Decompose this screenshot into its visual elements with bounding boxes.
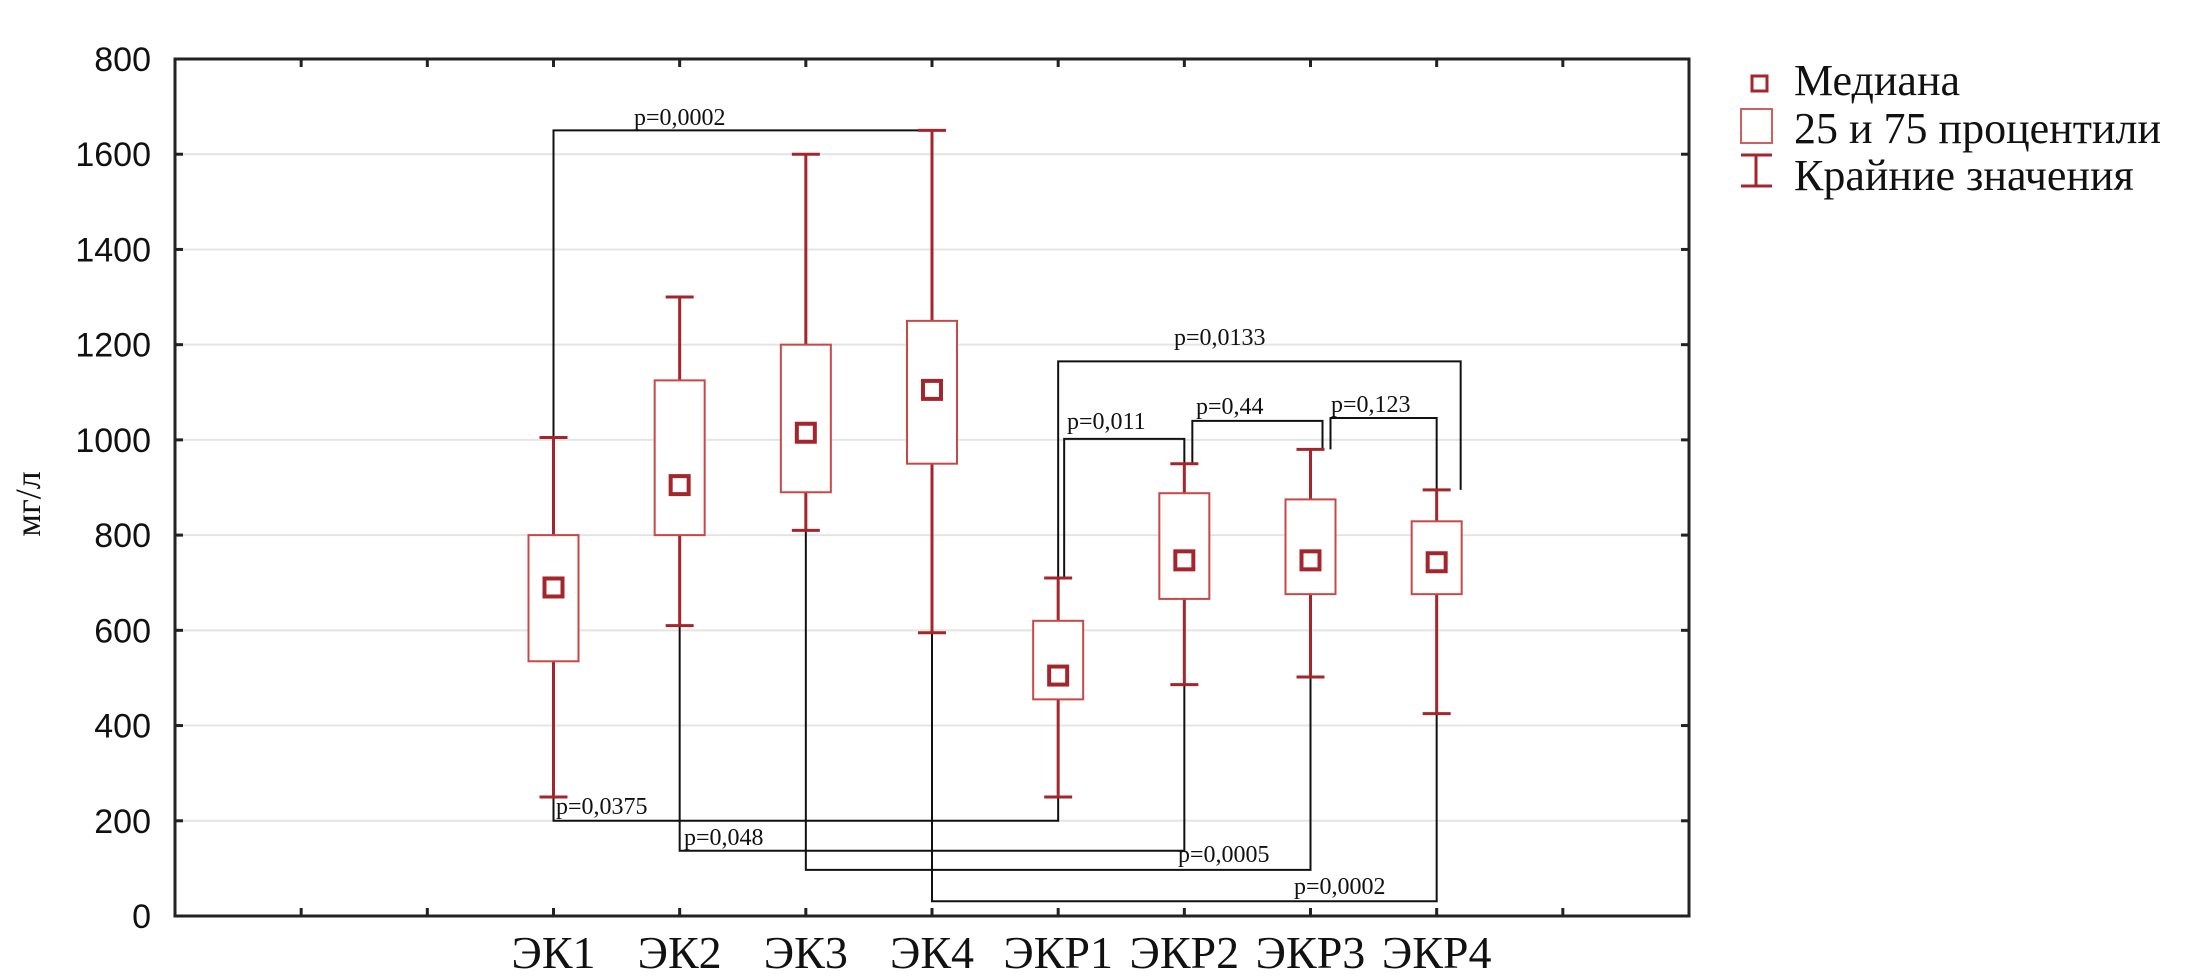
comparison-bracket: p=0,011 bbox=[1063, 409, 1186, 578]
bracket-line bbox=[931, 632, 1438, 903]
boxes bbox=[527, 128, 1463, 799]
y-tick-label: 0 bbox=[132, 898, 151, 936]
x-tick-label: ЭКР2 bbox=[1130, 927, 1240, 976]
y-tick-label: 600 bbox=[94, 612, 151, 650]
x-tick-label: ЭК1 bbox=[511, 927, 595, 976]
p-value-label: p=0,0002 bbox=[634, 105, 726, 131]
y-axis-tick-labels: 0 200 400 600 800 1000 1200 1400 1600 800 bbox=[75, 41, 151, 936]
comparison-bracket: p=0,123 bbox=[1329, 392, 1438, 490]
box-ЭК3 bbox=[779, 152, 832, 532]
legend-extremes-label: Крайние значения bbox=[1794, 151, 2134, 200]
legend-whisker-icon bbox=[1741, 153, 1772, 188]
iqr-box bbox=[1410, 520, 1463, 596]
median-marker bbox=[1173, 549, 1196, 572]
x-tick-label: ЭК2 bbox=[638, 927, 722, 976]
significance-brackets: p=0,0002 p=0,0133 p=0,011 p=0,44 p=0,123 p=0,… bbox=[552, 105, 1462, 903]
iqr-box bbox=[1158, 492, 1211, 600]
comparison-bracket: p=0,0002 bbox=[552, 105, 932, 438]
bracket-line bbox=[1057, 360, 1462, 578]
comparison-bracket: p=0,0005 bbox=[804, 530, 1312, 871]
median-marker bbox=[794, 421, 817, 444]
bracket-line bbox=[552, 129, 932, 438]
median-marker bbox=[921, 378, 943, 401]
iqr-box bbox=[653, 379, 706, 537]
y-tick-label: 1000 bbox=[75, 422, 151, 460]
median-marker bbox=[1425, 551, 1448, 574]
bracket-line bbox=[1329, 416, 1438, 490]
axis-ticks bbox=[173, 57, 1691, 918]
median-marker bbox=[1047, 664, 1070, 687]
comparison-bracket: p=0,0002 bbox=[931, 632, 1438, 903]
legend-median-label: Медиана bbox=[1794, 56, 1960, 105]
comparison-bracket: p=0,44 bbox=[1191, 394, 1324, 464]
p-value-label: p=0,011 bbox=[1067, 409, 1146, 435]
x-tick-label: ЭКР4 bbox=[1382, 927, 1492, 976]
box-ЭК4 bbox=[906, 128, 958, 635]
y-tick-label: 800 bbox=[94, 517, 151, 555]
x-tick-label: ЭК3 bbox=[764, 927, 848, 976]
y-tick-label: 400 bbox=[94, 708, 151, 746]
iqr-box bbox=[1032, 619, 1085, 701]
p-value-label: p=0,44 bbox=[1196, 394, 1264, 420]
iqr-box bbox=[1284, 498, 1337, 596]
x-axis-tick-labels: ЭК1 ЭК2 ЭК3 ЭК4 ЭКР1 ЭКР2 ЭКР3 ЭКР4 bbox=[511, 927, 1491, 976]
median-marker bbox=[668, 474, 691, 497]
median-marker bbox=[1299, 549, 1322, 572]
legend: Медиана 25 и 75 процентили Крайние значе… bbox=[1740, 56, 2161, 200]
y-tick-label: 800 bbox=[94, 41, 151, 79]
box-ЭКР4 bbox=[1410, 488, 1463, 716]
box-ЭКР2 bbox=[1158, 462, 1211, 687]
y-tick-label: 1200 bbox=[75, 327, 151, 365]
p-value-label: p=0,0002 bbox=[1294, 874, 1386, 900]
bracket-line bbox=[1191, 419, 1324, 464]
p-value-label: p=0,123 bbox=[1331, 392, 1411, 418]
legend-box-icon bbox=[1740, 108, 1773, 144]
comparison-bracket: p=0,0133 bbox=[1057, 325, 1462, 578]
x-tick-label: ЭК4 bbox=[890, 927, 974, 976]
y-tick-label: 200 bbox=[94, 803, 151, 841]
legend-median-icon bbox=[1750, 74, 1769, 93]
x-tick-label: ЭКР3 bbox=[1256, 927, 1366, 976]
y-tick-label: 1600 bbox=[75, 136, 151, 174]
y-axis-label: мг/л bbox=[8, 471, 48, 537]
legend-percentile-label: 25 и 75 процентили bbox=[1794, 104, 2161, 153]
y-tick-label: 1400 bbox=[75, 231, 151, 269]
box-ЭКР3 bbox=[1284, 447, 1337, 679]
comparison-bracket: p=0,0375 bbox=[552, 794, 1060, 822]
p-value-label: p=0,0005 bbox=[1178, 842, 1270, 868]
p-value-label: p=0,048 bbox=[684, 825, 764, 851]
box-ЭК1 bbox=[527, 436, 580, 799]
box-ЭК2 bbox=[653, 295, 706, 628]
bracket-line bbox=[1063, 437, 1186, 578]
x-tick-label: ЭКР1 bbox=[1003, 927, 1113, 976]
median-marker bbox=[542, 576, 565, 599]
iqr-box bbox=[779, 343, 832, 494]
box-ЭКР1 bbox=[1032, 576, 1085, 799]
iqr-box bbox=[906, 319, 958, 465]
p-value-label: p=0,0375 bbox=[556, 794, 648, 820]
bracket-line bbox=[804, 530, 1312, 871]
p-value-label: p=0,0133 bbox=[1174, 325, 1266, 351]
